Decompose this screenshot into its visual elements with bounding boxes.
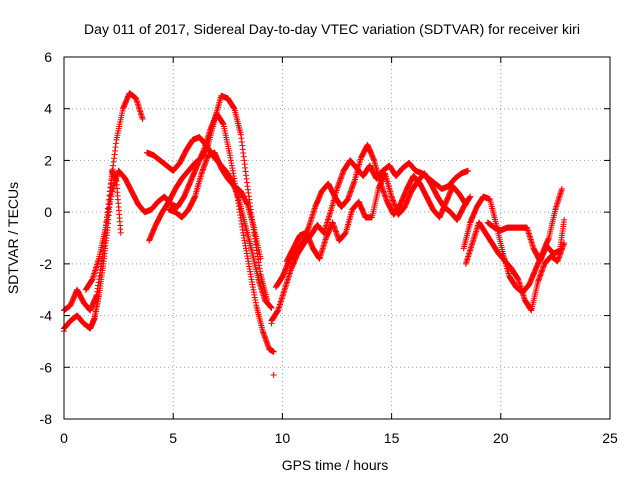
data-point [257,255,264,262]
y-tick-label: 6 [44,49,52,65]
data-points [61,90,568,379]
data-point [268,304,275,311]
x-tick-label: 25 [602,430,618,446]
y-axis-label: SDTVAR / TECUs [5,182,21,294]
y-tick-label: -8 [40,411,53,427]
x-tick-label: 5 [169,430,177,446]
plot-frame [63,56,611,420]
y-tick-label: -6 [40,359,53,375]
x-tick-label: 20 [493,430,509,446]
data-point [465,167,472,174]
y-tick-label: -4 [40,308,53,324]
y-tick-label: 2 [44,152,52,168]
data-point [139,116,146,123]
data-point [561,240,568,247]
x-tick-label: 15 [384,430,400,446]
x-axis-label: GPS time / hours [282,457,389,473]
y-tick-label: 4 [44,101,52,117]
data-point [467,193,474,200]
y-tick-label: -2 [40,256,53,272]
x-tick-label: 0 [60,430,68,446]
data-point [561,216,568,223]
data-point [117,229,124,236]
data-point [270,372,277,379]
grid [63,56,611,420]
data-point [268,320,275,327]
y-tick-label: 0 [44,204,52,220]
x-tick-label: 10 [275,430,291,446]
x-tick-labels: 0 5 10 15 20 25 [60,430,618,446]
y-tick-labels: -8 -6 -4 -2 0 2 4 6 [40,49,53,427]
chart-title: Day 011 of 2017, Sidereal Day-to-day VTE… [84,21,580,37]
data-point [558,185,565,192]
data-point [264,297,271,304]
data-point [270,348,277,355]
